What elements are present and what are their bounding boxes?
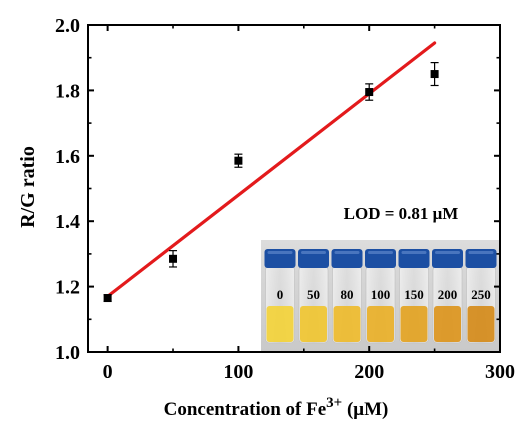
y-axis-ticks: 1.0 1.2 1.4 1.6 1.8 2.0	[55, 15, 500, 364]
data-point	[365, 88, 374, 97]
vial-liquid	[467, 306, 495, 342]
vial-cap-highlight	[368, 251, 393, 254]
y-axis-label: R/G ratio	[17, 146, 39, 228]
x-axis-label-unit: (μM)	[342, 399, 388, 420]
vial: 0	[264, 249, 296, 344]
vial-label: 150	[404, 287, 424, 302]
x-tick-label: 100	[223, 361, 253, 383]
vial-cap-highlight	[435, 251, 460, 254]
vial-liquid	[400, 306, 428, 342]
vial: 200	[432, 249, 463, 344]
lod-annotation: LOD = 0.81 μM	[344, 204, 459, 223]
vial-label: 200	[438, 287, 458, 302]
vial-label: 100	[371, 287, 391, 302]
data-point-group	[365, 83, 374, 101]
vial-cap-highlight	[334, 251, 360, 254]
vial: 100	[365, 249, 396, 344]
vial-liquid	[434, 306, 461, 342]
inset-vial-photo: 0 50 80 100 150 200 250	[261, 240, 500, 351]
vial-liquid	[333, 306, 361, 342]
vial-cap-highlight	[267, 251, 293, 254]
vial-liquid	[300, 306, 327, 342]
vial-cap-highlight	[401, 251, 427, 254]
vial-liquid	[367, 306, 394, 342]
vial: 50	[298, 249, 329, 344]
x-axis-label-superscript: 3+	[326, 395, 342, 411]
x-axis-ticks: 0 100 200 300	[103, 25, 515, 383]
y-tick-label: 1.8	[55, 80, 80, 102]
y-tick-label: 2.0	[55, 15, 80, 37]
y-tick-label: 1.0	[55, 342, 80, 364]
x-axis-label: Concentration of Fe3+ (μM)	[164, 395, 389, 420]
x-tick-label: 200	[354, 361, 384, 383]
vial: 80	[331, 249, 363, 344]
vial-cap-highlight	[301, 251, 326, 254]
x-tick-label: 0	[103, 361, 113, 383]
data-point	[169, 254, 178, 263]
data-point-group	[234, 153, 243, 168]
vial: 150	[398, 249, 430, 344]
y-tick-label: 1.4	[55, 211, 80, 233]
data-point	[430, 70, 439, 79]
data-point-group	[103, 294, 112, 303]
vial-label: 250	[471, 287, 491, 302]
vial-label: 80	[341, 287, 354, 302]
vial-liquid	[266, 306, 294, 342]
x-tick-label: 300	[485, 361, 515, 383]
data-points	[103, 62, 439, 303]
data-point	[103, 294, 112, 303]
vial: 250	[465, 249, 497, 344]
y-tick-label: 1.2	[55, 277, 80, 299]
x-axis-label-main: Concentration of Fe	[164, 399, 327, 420]
data-point-group	[430, 62, 439, 87]
data-point	[234, 156, 243, 165]
vial-label: 0	[277, 287, 284, 302]
data-point-group	[169, 250, 178, 268]
vial-label: 50	[307, 287, 320, 302]
y-tick-label: 1.6	[55, 146, 80, 168]
linear-fit-line	[106, 41, 437, 299]
vial-cap-highlight	[468, 251, 494, 254]
